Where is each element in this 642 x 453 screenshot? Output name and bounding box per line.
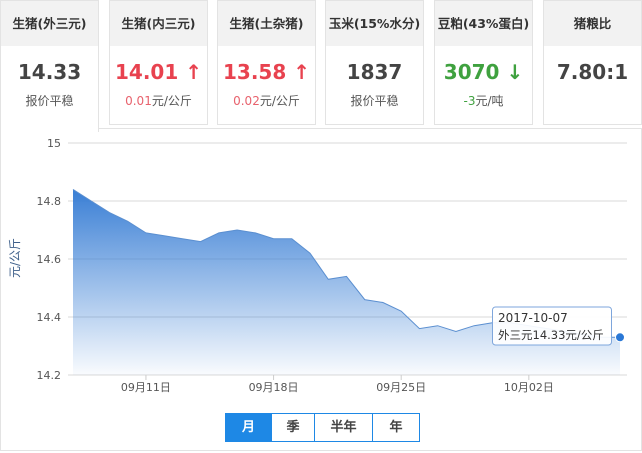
x-tick-label: 09月18日 (249, 381, 299, 394)
status-text: 报价平稳 (25, 94, 74, 108)
status-text: 报价平稳 (350, 94, 399, 108)
card-title: 玉米(15%水分) (326, 1, 423, 46)
card-value: 14.01 ↑ (110, 60, 207, 86)
period-quarter-button[interactable]: 季 (271, 414, 314, 441)
change-unit: 元/公斤 (151, 94, 192, 108)
tooltip-date: 2017-10-07 (498, 311, 568, 325)
price-value: 14.33 (17, 60, 82, 84)
x-tick-label: 09月25日 (376, 381, 426, 394)
change-unit: 元/吨 (475, 94, 504, 108)
card-value: 1837 (326, 60, 423, 86)
tooltip-value: 外三元14.33元/公斤 (498, 328, 604, 342)
card-value: 3070 ↓ (435, 60, 532, 86)
card-value: 13.58 ↑ (218, 60, 315, 86)
x-tick-label: 09月11日 (121, 381, 171, 394)
card-sub: 报价平稳 (1, 92, 98, 109)
price-value: 3070 (443, 60, 500, 84)
card-sub: 0.01元/公斤 (110, 92, 207, 109)
card-title: 生猪(外三元) (1, 1, 98, 46)
price-value: 7.80:1 (556, 60, 629, 84)
y-tick-label: 14.2 (37, 369, 62, 382)
card-sub: -3元/吨 (435, 92, 532, 109)
area-fill (73, 189, 620, 375)
price-card[interactable]: 生猪(外三元) 14.33 报价平稳 (0, 0, 99, 132)
card-value: 7.80:1 (544, 60, 641, 86)
card-sub: 0.02元/公斤 (218, 92, 315, 109)
period-selector: 月 季 半年 年 (225, 413, 420, 442)
period-year-button[interactable]: 年 (372, 414, 419, 441)
x-tick-label: 10月02日 (504, 381, 554, 394)
period-month-button[interactable]: 月 (226, 414, 271, 441)
price-value: 14.01 (115, 60, 179, 84)
highlight-point (615, 332, 625, 343)
arrow-up-icon: ↑ (185, 60, 202, 84)
y-tick-label: 15 (47, 137, 61, 150)
card-title: 生猪(内三元) (110, 1, 207, 46)
price-card[interactable]: 生猪(土杂猪) 13.58 ↑ 0.02元/公斤 (217, 0, 316, 125)
tooltip-box (492, 306, 612, 346)
price-card[interactable]: 猪粮比 7.80:1 (543, 0, 642, 125)
card-sub: 报价平稳 (326, 92, 423, 109)
period-halfyear-button[interactable]: 半年 (314, 414, 372, 441)
change-value: 0.01 (125, 94, 152, 108)
arrow-up-icon: ↑ (293, 60, 310, 84)
card-title: 豆粕(43%蛋白) (435, 1, 532, 46)
change-value: -3 (463, 94, 476, 108)
arrow-down-icon: ↓ (506, 60, 524, 84)
y-tick-label: 14.8 (37, 195, 62, 208)
y-tick-label: 14.6 (37, 253, 62, 266)
card-value: 14.33 (1, 60, 98, 86)
change-unit: 元/公斤 (259, 94, 300, 108)
price-card[interactable]: 豆粕(43%蛋白) 3070 ↓ -3元/吨 (434, 0, 533, 125)
card-title: 猪粮比 (544, 1, 641, 46)
change-value: 0.02 (233, 94, 260, 108)
y-tick-label: 14.4 (37, 311, 62, 324)
card-title: 生猪(土杂猪) (218, 1, 315, 46)
y-axis-label: 元/公斤 (8, 238, 22, 278)
price-card[interactable]: 玉米(15%水分) 1837 报价平稳 (325, 0, 424, 125)
price-value: 1837 (346, 60, 403, 84)
price-card[interactable]: 生猪(内三元) 14.01 ↑ 0.01元/公斤 (109, 0, 208, 125)
price-value: 13.58 (223, 60, 287, 84)
